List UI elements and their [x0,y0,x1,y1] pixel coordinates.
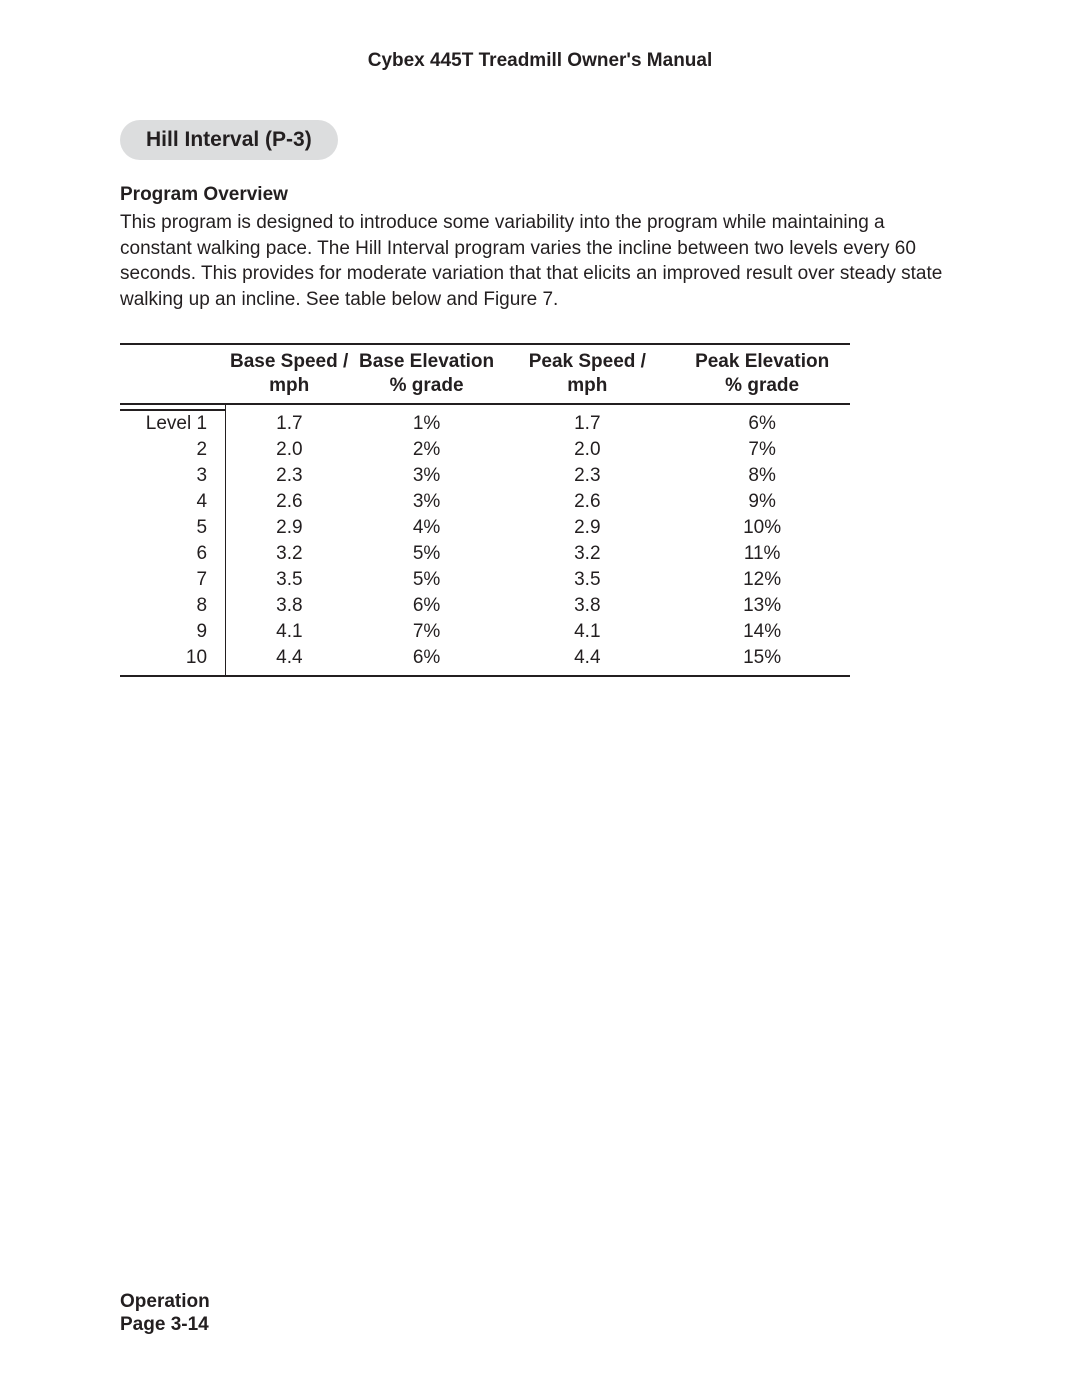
cell-base-elevation: 5% [353,541,501,567]
cell-peak-speed: 3.5 [500,567,674,593]
cell-peak-speed: 2.3 [500,463,674,489]
cell-peak-elevation: 7% [674,437,850,463]
cell-base-speed: 1.7 [226,411,353,437]
table-row: 83.86%3.813% [120,593,850,619]
cell-peak-elevation: 9% [674,489,850,515]
cell-level: Level 1 [120,411,226,437]
table-header-base-speed-bot: mph [226,374,353,404]
program-overview-text: This program is designed to introduce so… [120,210,960,313]
cell-base-speed: 2.3 [226,463,353,489]
table-row: 73.55%3.512% [120,567,850,593]
cell-peak-speed: 1.7 [500,411,674,437]
table-row: 42.63%2.69% [120,489,850,515]
table-row: 32.33%2.38% [120,463,850,489]
cell-peak-elevation: 14% [674,619,850,645]
table-header-level-bot [120,374,226,404]
table-header-peak-elev-bot: % grade [674,374,850,404]
cell-base-speed: 3.8 [226,593,353,619]
cell-peak-elevation: 13% [674,593,850,619]
cell-level: 9 [120,619,226,645]
cell-peak-elevation: 10% [674,515,850,541]
table-header-sep2: / [635,351,646,372]
cell-base-speed: 3.5 [226,567,353,593]
cell-base-elevation: 3% [353,489,501,515]
hill-interval-table: Base Speed / Base Elevation Peak Speed /… [120,343,850,677]
cell-level: 7 [120,567,226,593]
table-row: 22.02%2.07% [120,437,850,463]
cell-base-elevation: 3% [353,463,501,489]
footer-section-label: Operation [120,1290,210,1314]
table-header-base-speed-top: Base Speed / [226,344,353,374]
cell-base-elevation: 5% [353,567,501,593]
cell-base-elevation: 7% [353,619,501,645]
cell-peak-speed: 2.0 [500,437,674,463]
cell-level: 6 [120,541,226,567]
table-row: 94.17%4.114% [120,619,850,645]
footer-page-number: Page 3-14 [120,1313,210,1337]
table-level-rule-row [120,404,850,411]
cell-base-elevation: 6% [353,645,501,676]
cell-peak-speed: 4.4 [500,645,674,676]
table-row: 63.25%3.211% [120,541,850,567]
cell-level: 5 [120,515,226,541]
cell-base-elevation: 6% [353,593,501,619]
cell-base-elevation: 1% [353,411,501,437]
cell-base-speed: 2.0 [226,437,353,463]
cell-peak-elevation: 12% [674,567,850,593]
cell-level: 8 [120,593,226,619]
table-header-peak-elev-top: Peak Elevation [674,344,850,374]
cell-peak-elevation: 15% [674,645,850,676]
cell-peak-elevation: 11% [674,541,850,567]
table-header-peak-speed-top: Peak Speed / [500,344,674,374]
cell-peak-speed: 3.8 [500,593,674,619]
cell-peak-speed: 3.2 [500,541,674,567]
cell-level: 10 [120,645,226,676]
table-header-base-elev-top: Base Elevation [353,344,501,374]
cell-base-speed: 4.4 [226,645,353,676]
cell-peak-speed: 2.6 [500,489,674,515]
program-overview-heading: Program Overview [120,184,960,206]
cell-base-speed: 3.2 [226,541,353,567]
table-header-peak-speed-top-text: Peak Speed [529,351,636,372]
cell-peak-elevation: 6% [674,411,850,437]
table-header-level [120,344,226,374]
cell-peak-speed: 2.9 [500,515,674,541]
table-row: Level 11.71%1.76% [120,411,850,437]
cell-level: 4 [120,489,226,515]
table-header-peak-speed-bot: mph [500,374,674,404]
page: Cybex 445T Treadmill Owner's Manual Hill… [0,0,1080,1397]
table-body: Level 11.71%1.76%22.02%2.07%32.33%2.38%4… [120,404,850,676]
section-heading-pill: Hill Interval (P-3) [120,120,338,160]
cell-level: 2 [120,437,226,463]
cell-peak-elevation: 8% [674,463,850,489]
table-row: 52.94%2.910% [120,515,850,541]
cell-base-elevation: 4% [353,515,501,541]
cell-base-speed: 4.1 [226,619,353,645]
cell-peak-speed: 4.1 [500,619,674,645]
cell-base-speed: 2.9 [226,515,353,541]
table-header-base-elev-bot: % grade [353,374,501,404]
cell-level: 3 [120,463,226,489]
cell-base-speed: 2.6 [226,489,353,515]
table-header-base-speed-top-text: Base Speed [230,351,338,372]
table-header-sep1: / [338,351,349,372]
table-row: 104.46%4.415% [120,645,850,676]
cell-base-elevation: 2% [353,437,501,463]
document-header-title: Cybex 445T Treadmill Owner's Manual [120,50,960,72]
page-footer: Operation Page 3-14 [120,1290,210,1338]
